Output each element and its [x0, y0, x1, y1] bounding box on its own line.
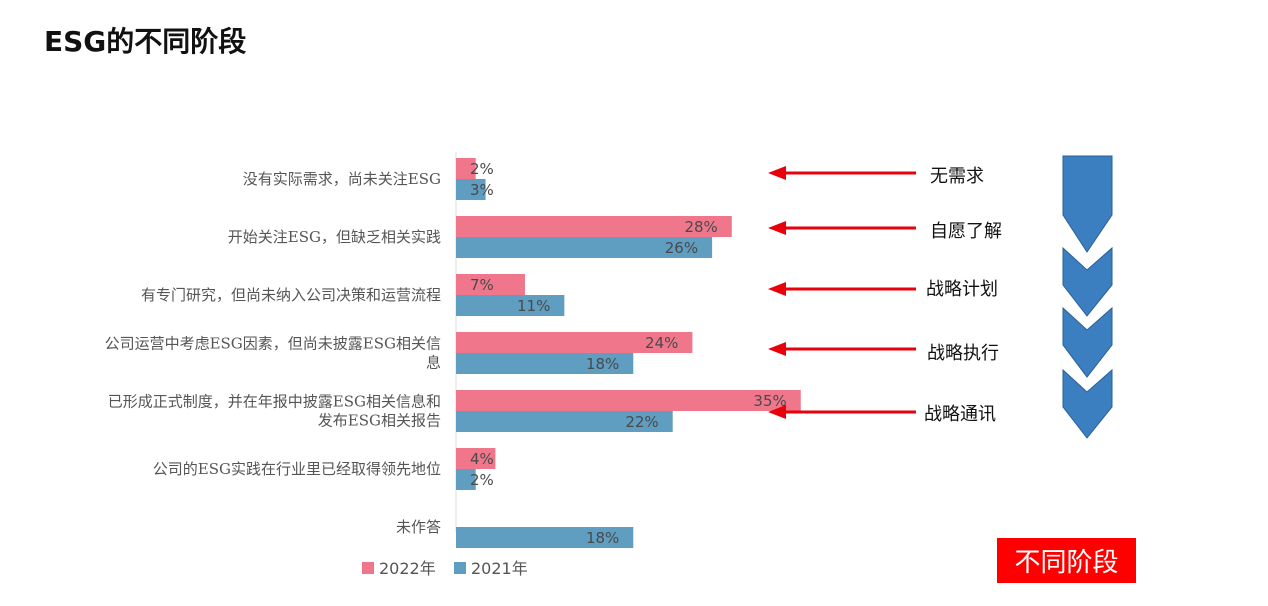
data-label: 4% [470, 450, 494, 468]
stage-label: 战略执行 [927, 343, 999, 364]
bar-2021年-2 [456, 295, 565, 316]
data-label: 2% [470, 471, 494, 489]
data-label: 2% [470, 160, 494, 178]
category-label: 没有实际需求，尚未关注ESG [243, 170, 441, 188]
bar-2022年-1 [456, 216, 732, 237]
data-label: 22% [625, 413, 658, 431]
category-label: 息 [426, 354, 441, 372]
bar-2021年-5 [456, 469, 476, 490]
legend: 2022年 2021年 [362, 559, 528, 578]
category-label: 未作答 [396, 518, 441, 536]
legend-label: 2022年 [379, 559, 436, 578]
bar-2022年-3 [456, 332, 693, 353]
category-label: 有专门研究，但尚未纳入公司决策和运营流程 [141, 286, 441, 304]
stage-label: 战略通讯 [924, 404, 996, 425]
data-label: 18% [586, 355, 619, 373]
stage-arrow-head [768, 166, 786, 180]
data-label: 18% [586, 529, 619, 547]
stage-label: 无需求 [930, 166, 984, 187]
category-label: 公司运营中考虑ESG因素，但尚未披露ESG相关信 [105, 335, 441, 353]
category-label: 开始关注ESG，但缺乏相关实践 [228, 228, 441, 246]
stage-chevron [1062, 246, 1113, 317]
stage-arrow-head [768, 221, 786, 235]
bar-2022年-0 [456, 158, 476, 179]
legend-label: 2021年 [471, 559, 528, 578]
stage-chevron [1062, 306, 1113, 378]
data-label: 3% [470, 181, 494, 199]
bar-2021年-1 [456, 237, 713, 258]
data-label: 24% [645, 334, 678, 352]
stage-chevron [1062, 155, 1113, 253]
stage-chevrons [1062, 155, 1113, 439]
category-label: 公司的ESG实践在行业里已经取得领先地位 [153, 460, 441, 478]
stage-label: 自愿了解 [930, 221, 1002, 242]
category-label: 已形成正式制度，并在年报中披露ESG相关信息和 [108, 393, 441, 411]
bar-2021年-4 [456, 411, 673, 432]
bar-2022年-4 [456, 390, 801, 411]
stage-arrow-head [768, 342, 786, 356]
bar-2022年-2 [456, 274, 525, 295]
bars-layer: 没有实际需求，尚未关注ESG 2% 3% 开始关注ESG，但缺乏相关实践 28% 26% 有… [105, 152, 801, 548]
stage-badge: 不同阶段 [997, 538, 1136, 583]
page-title: ESG的不同阶段 [44, 25, 247, 58]
data-label: 28% [684, 218, 717, 236]
legend-swatch [454, 562, 466, 574]
category-label: 发布ESG相关报告 [318, 412, 441, 430]
stage-arrow-head [768, 282, 786, 296]
data-label: 35% [753, 392, 786, 410]
legend-swatch [362, 562, 374, 574]
bar-2021年-3 [456, 353, 634, 374]
stage-label: 战略计划 [926, 279, 998, 300]
data-label: 11% [517, 297, 550, 315]
data-label: 26% [665, 239, 698, 257]
data-label: 7% [470, 276, 494, 294]
stage-chevron [1062, 368, 1113, 439]
stage-arrow-head [768, 405, 786, 419]
bar-2021年-6 [456, 527, 634, 548]
bar-2021年-0 [456, 179, 486, 200]
bar-2022年-5 [456, 448, 496, 469]
